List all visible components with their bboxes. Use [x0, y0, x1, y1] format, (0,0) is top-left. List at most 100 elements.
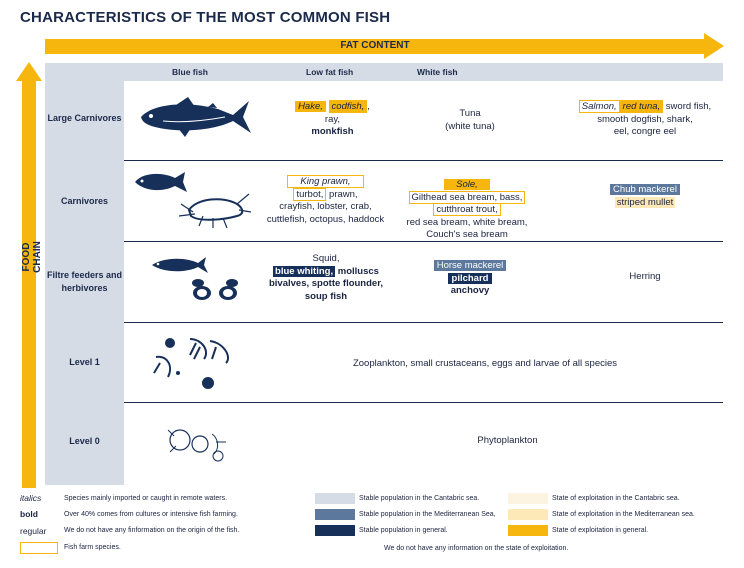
row-divider	[124, 241, 723, 242]
cell-large-low-fat: Hake, codfish,, ray, monkfish	[270, 100, 395, 139]
legend-italics-text: Species mainly imported or caught in rem…	[64, 495, 228, 502]
tuna-illustration	[141, 97, 251, 137]
species-sole: Sole,	[444, 179, 490, 190]
legend-pop-general-swatch	[315, 525, 355, 536]
species-crayfish-lobster-crab: crayfish, lobster, crab,	[279, 201, 372, 212]
legend-exp-cantabric-swatch	[508, 493, 548, 504]
species-white-tuna: (white tuna)	[445, 120, 495, 132]
legend-exp-general-swatch	[508, 525, 548, 536]
fat-content-arrowhead	[704, 33, 724, 59]
species-molluscs: molluscs	[337, 265, 379, 277]
species-ray: ray,	[324, 113, 341, 125]
legend-regular-key: regular	[20, 526, 47, 536]
cell-line: striped mullet	[585, 196, 705, 210]
column-header-low-fat-fish: Low fat fish	[306, 67, 354, 77]
column-header-white-fish: White fish	[417, 67, 458, 77]
species-cuttlefish-octopus-haddock: cuttlefish, octopus, haddock	[266, 213, 385, 225]
row-header-band	[45, 63, 124, 485]
cell-line: Salmon, red tuna, sword fish,	[560, 100, 730, 114]
species-red-sea-bream: red sea bream, white bream,	[406, 216, 528, 228]
cell-line: Horse mackerel	[420, 260, 520, 273]
separator: ,	[367, 101, 370, 112]
species-gilthead: Gilthead sea bream, bass,	[408, 190, 526, 204]
legend-pop-general-text: Stable population in general.	[359, 527, 448, 534]
legend-bold-key: bold	[20, 509, 38, 519]
row-divider	[124, 402, 723, 403]
zooplankton-illustration	[153, 338, 229, 389]
species-tuna: Tuna	[459, 108, 481, 119]
filter-feeders-illustration	[152, 257, 238, 300]
species-prawn: prawn,	[329, 188, 358, 200]
row-label-level-1: Level 1	[69, 357, 100, 367]
fat-content-label: FAT CONTENT	[340, 40, 410, 51]
cell-large-fat: Salmon, red tuna, sword fish, smooth dogf…	[560, 100, 730, 139]
cell-line: Gilthead sea bream, bass,	[392, 190, 542, 205]
cell-level-1: Zooplankton, small crustaceans, eggs and…	[352, 358, 618, 369]
species-cutthroat-trout: cutthroat trout,	[433, 203, 501, 216]
food-chain-label: FOOD CHAIN	[21, 241, 43, 273]
cell-large-white: Tuna (white tuna)	[420, 108, 520, 133]
cell-carn-fat: Chub mackerel striped mullet	[585, 184, 705, 209]
cell-line: King prawn,	[253, 175, 398, 189]
legend-bold-text: Over 40% comes from cultures or intensiv…	[64, 511, 238, 518]
cell-filter-white: Horse mackerel pilchard anchovy	[420, 260, 520, 298]
species-couch-sea-bream: Couch's sea bream	[426, 229, 508, 240]
legend-italics-key: italics	[20, 493, 42, 503]
phytoplankton-illustration	[167, 429, 226, 462]
column-header-band	[45, 63, 723, 81]
cell-carn-white: Sole, Gilthead sea bream, bass, cutthroa…	[392, 179, 542, 242]
species-codfish: codfish,	[328, 100, 368, 113]
species-turbot: turbot,	[293, 187, 327, 201]
species-anchovy: anchovy	[450, 285, 490, 296]
legend-pop-cantabric-swatch	[315, 493, 355, 504]
food-chain-arrow	[22, 80, 36, 488]
species-eel: eel, congre eel	[613, 126, 677, 137]
species-dogfish-shark: smooth dogfish, shark,	[597, 113, 693, 125]
species-blue-whiting: blue whiting,	[273, 265, 336, 277]
cell-line: Chub mackerel	[585, 184, 705, 197]
cell-line: blue whiting, molluscs	[256, 265, 396, 279]
species-striped-mullet: striped mullet	[614, 196, 676, 208]
cell-line: Sole,	[392, 179, 542, 192]
species-king-prawn: King prawn,	[287, 175, 364, 188]
cell-line: turbot, prawn,	[253, 187, 398, 202]
row-label-filter-feeders: Filtre feeders and herbivores	[46, 270, 123, 293]
species-soup-fish: soup fish	[304, 290, 348, 302]
cell-line: Hake, codfish,,	[270, 100, 395, 114]
carnivores-illustration	[135, 172, 252, 229]
species-sword-fish: sword fish,	[665, 101, 712, 112]
legend-exp-mediterranean-text: State of exploitation in the Mediterrane…	[552, 511, 695, 518]
row-divider	[124, 322, 723, 323]
species-squid: Squid,	[312, 253, 340, 264]
column-header-blue-fish: Blue fish	[172, 67, 208, 77]
row-label-level-0: Level 0	[69, 436, 100, 446]
legend-exp-cantabric-text: State of exploitation in the Cantabric s…	[552, 495, 680, 502]
cell-filter-fat: Herring	[590, 271, 700, 284]
legend-pop-cantabric-text: Stable population in the Cantabric sea.	[359, 495, 480, 502]
species-hake: Hake,	[295, 101, 326, 112]
species-pilchard: pilchard	[447, 272, 493, 284]
cell-level-0: Phytoplankton	[477, 435, 538, 446]
legend-pop-mediterranean-text: Stable population in the Mediterranean S…	[359, 511, 496, 518]
cell-filter-low-fat: Squid, blue whiting, molluscs bivalves, …	[256, 253, 396, 303]
row-divider	[124, 160, 723, 161]
food-chain-arrowhead	[16, 62, 42, 81]
species-monkfish: monkfish	[311, 126, 354, 137]
legend-exp-general-text: State of exploitation in general.	[552, 527, 649, 534]
species-chub-mackerel: Chub mackerel	[610, 184, 680, 195]
cell-carn-low-fat: King prawn, turbot, prawn, crayfish, lob…	[253, 175, 398, 226]
legend-pop-mediterranean-swatch	[315, 509, 355, 520]
row-label-large-carnivores: Large Carnivores	[47, 113, 122, 123]
fat-content-arrow	[45, 39, 705, 54]
legend-exp-mediterranean-swatch	[508, 509, 548, 520]
legend-farm-swatch	[20, 542, 58, 554]
species-herring: Herring	[629, 271, 661, 282]
species-salmon: Salmon,	[578, 100, 620, 113]
page-title: CHARACTERISTICS OF THE MOST COMMON FISH	[20, 9, 391, 26]
legend-regular-text: We do not have any finformation on the o…	[64, 527, 240, 534]
cell-line: cutthroat trout,	[392, 203, 542, 217]
cell-line: pilchard	[420, 272, 520, 286]
species-bivalves-flounder: bivalves, spotte flounder,	[268, 278, 384, 289]
legend-farm-text: Fish farm species.	[64, 544, 121, 551]
row-label-carnivores: Carnivores	[60, 196, 109, 206]
